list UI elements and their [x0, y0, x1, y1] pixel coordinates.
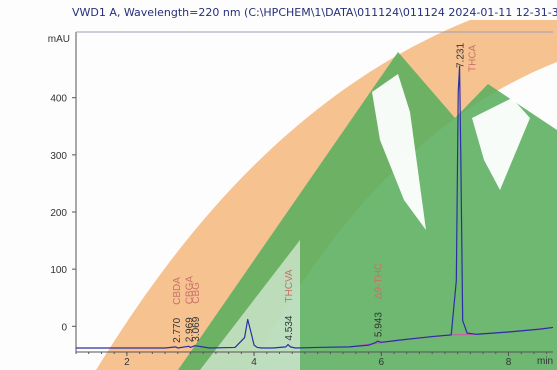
peak-compound-label: Δ9-THC [374, 263, 385, 299]
peak-time-label: 5.943 [374, 312, 385, 337]
y-tick-label: 300 [50, 151, 67, 162]
signal-title: VWD1 A, Wavelength=220 nm (C:\HPCHEM\1\D… [72, 6, 557, 19]
y-axis-label: mAU [48, 34, 70, 45]
peak-time-label: 7.231 [456, 43, 467, 68]
signal-title-bar: VWD1 A, Wavelength=220 nm (C:\HPCHEM\1\D… [0, 0, 557, 26]
peak-compound-label: CBG [191, 282, 202, 304]
peak-compound-label: CBDA [172, 277, 183, 305]
peak-compound-label: THCA [468, 44, 479, 72]
peak-time-label: 2.969 [185, 317, 196, 342]
peak-compound-label: CBGA [185, 276, 196, 305]
y-tick-label: 200 [50, 208, 67, 219]
y-tick-label: 100 [50, 265, 67, 276]
peak-time-label: 3.069 [191, 316, 202, 341]
x-tick-label: 2 [124, 357, 130, 368]
chromatogram-trace [76, 65, 554, 349]
logo-white-facet [200, 240, 300, 370]
x-tick-label: 6 [378, 357, 384, 368]
peak-labels: 2.770 CBDA 2.969 CBGA 3.069 CBG 4.534 THCVA 5.94… [172, 43, 479, 343]
x-tick-label: 4 [251, 357, 257, 368]
logo-white-leaf-right [472, 98, 530, 190]
y-tick-label: 0 [61, 322, 67, 333]
x-tick-label: 8 [506, 357, 512, 368]
chart-marks [76, 65, 554, 349]
mountain-logo-icon [96, 20, 557, 370]
x-axis-label: min [537, 356, 553, 367]
logo-white-leaf [372, 74, 426, 230]
peak-compound-label: THCVA [284, 269, 295, 302]
chart-axes: mAU min 0 100 200 300 400 2 4 6 8 [48, 31, 553, 368]
y-tick-label: 400 [50, 94, 67, 105]
peak-time-label: 2.770 [172, 317, 183, 342]
peak-time-label: 4.534 [284, 315, 295, 340]
